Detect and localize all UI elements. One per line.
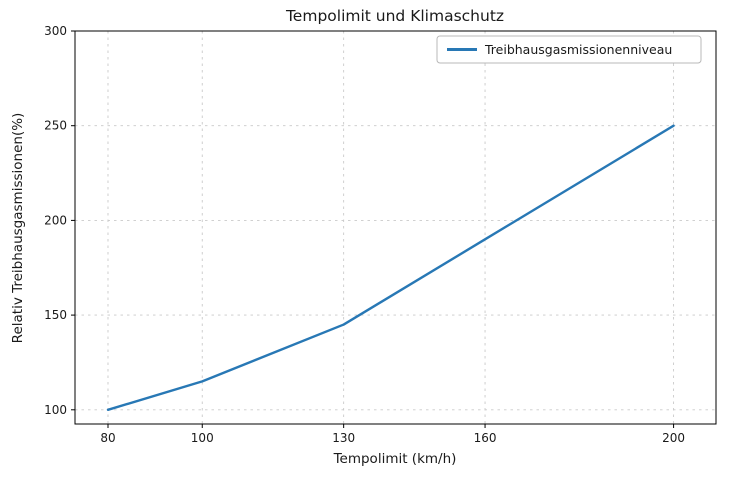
- axis-tick-labels: 80 100 130 160 200 100 150 200 250 300: [44, 24, 685, 445]
- y-axis-label: Relativ Treibhausgasmissionen(%): [10, 113, 26, 344]
- series-line: [106, 124, 675, 411]
- plot-border: [74, 30, 717, 425]
- x-tick-label: 100: [191, 431, 214, 445]
- x-tick-label: 160: [474, 431, 497, 445]
- y-tick-label: 100: [44, 403, 67, 417]
- x-axis-label: Tempolimit (km/h): [333, 451, 457, 467]
- legend-label: Treibhausgasmissionenniveau: [484, 42, 672, 57]
- x-tick-label: 130: [332, 431, 355, 445]
- legend-box: [436, 35, 702, 64]
- grid: [75, 30, 716, 424]
- legend: Treibhausgasmissionenniveau: [436, 35, 702, 64]
- y-tick-label: 200: [44, 213, 67, 227]
- x-tick-label: 80: [100, 431, 115, 445]
- y-tick-label: 250: [44, 119, 67, 133]
- chart-title: Tempolimit und Klimaschutz: [285, 7, 504, 25]
- y-tick-label: 300: [44, 24, 67, 38]
- x-tick-label: 200: [662, 431, 685, 445]
- axis-ticks: [71, 30, 675, 428]
- y-tick-label: 150: [44, 308, 67, 322]
